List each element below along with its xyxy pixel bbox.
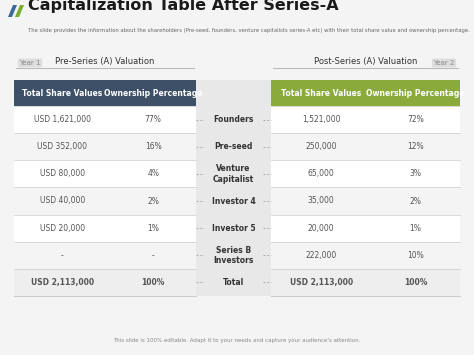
Bar xyxy=(14,214,196,242)
Text: Series B
Investors: Series B Investors xyxy=(213,246,254,265)
Bar xyxy=(14,133,196,160)
Text: Year 1: Year 1 xyxy=(19,60,41,66)
Text: 12%: 12% xyxy=(407,142,424,151)
Text: 100%: 100% xyxy=(142,278,165,287)
Bar xyxy=(271,242,460,269)
Text: Total Share Values: Total Share Values xyxy=(22,88,102,98)
Text: 1,521,000: 1,521,000 xyxy=(302,115,340,124)
Text: USD 352,000: USD 352,000 xyxy=(37,142,87,151)
Text: 2%: 2% xyxy=(410,197,421,206)
Text: Pre-Series (A) Valuation: Pre-Series (A) Valuation xyxy=(55,57,155,66)
Text: Total: Total xyxy=(223,278,244,287)
Text: 72%: 72% xyxy=(407,115,424,124)
Text: 2%: 2% xyxy=(147,197,159,206)
Bar xyxy=(14,269,196,296)
Text: 222,000: 222,000 xyxy=(305,251,337,260)
Text: USD 2,113,000: USD 2,113,000 xyxy=(31,278,94,287)
Bar xyxy=(14,242,196,269)
Text: Capitalization Table After Series-A: Capitalization Table After Series-A xyxy=(28,0,338,13)
Bar xyxy=(271,214,460,242)
Bar xyxy=(14,106,196,133)
Text: Ownership Percentage: Ownership Percentage xyxy=(104,88,202,98)
Text: 1%: 1% xyxy=(147,224,159,233)
Bar xyxy=(14,187,196,214)
Bar xyxy=(196,80,271,296)
Text: Investor 4: Investor 4 xyxy=(211,197,255,206)
Text: 10%: 10% xyxy=(407,251,424,260)
Text: Year 2: Year 2 xyxy=(433,60,455,66)
Text: 3%: 3% xyxy=(410,169,421,178)
Text: Total Share Values: Total Share Values xyxy=(281,88,361,98)
Text: Investor 5: Investor 5 xyxy=(212,224,255,233)
Polygon shape xyxy=(15,5,24,17)
Bar xyxy=(271,160,460,187)
Text: 1%: 1% xyxy=(410,224,421,233)
Text: Pre-seed: Pre-seed xyxy=(214,142,253,151)
Bar xyxy=(271,133,460,160)
Text: This slide is 100% editable. Adapt it to your needs and capture your audience's : This slide is 100% editable. Adapt it to… xyxy=(113,338,361,343)
Text: 16%: 16% xyxy=(145,142,162,151)
Text: USD 2,113,000: USD 2,113,000 xyxy=(290,278,353,287)
Bar xyxy=(271,187,460,214)
Polygon shape xyxy=(8,5,17,17)
Text: 100%: 100% xyxy=(404,278,427,287)
Bar xyxy=(271,269,460,296)
Text: -: - xyxy=(61,251,64,260)
Text: The slide provides the information about the shareholders (Pre-seed, founders, v: The slide provides the information about… xyxy=(28,28,470,33)
Bar xyxy=(271,106,460,133)
Bar xyxy=(271,80,460,106)
Text: Post-Series (A) Valuation: Post-Series (A) Valuation xyxy=(314,57,417,66)
Text: USD 20,000: USD 20,000 xyxy=(40,224,85,233)
Text: -: - xyxy=(152,251,155,260)
Text: USD 80,000: USD 80,000 xyxy=(40,169,85,178)
Text: 20,000: 20,000 xyxy=(308,224,334,233)
Text: Founders: Founders xyxy=(213,115,254,124)
Text: 4%: 4% xyxy=(147,169,159,178)
Text: 65,000: 65,000 xyxy=(308,169,335,178)
Text: 35,000: 35,000 xyxy=(308,197,335,206)
Text: Ownership Percentage: Ownership Percentage xyxy=(366,88,465,98)
Text: 77%: 77% xyxy=(145,115,162,124)
Text: USD 1,621,000: USD 1,621,000 xyxy=(34,115,91,124)
Bar xyxy=(14,80,196,106)
Bar xyxy=(14,160,196,187)
Text: USD 40,000: USD 40,000 xyxy=(40,197,85,206)
Text: 250,000: 250,000 xyxy=(305,142,337,151)
Text: Venture
Capitalist: Venture Capitalist xyxy=(213,164,254,184)
